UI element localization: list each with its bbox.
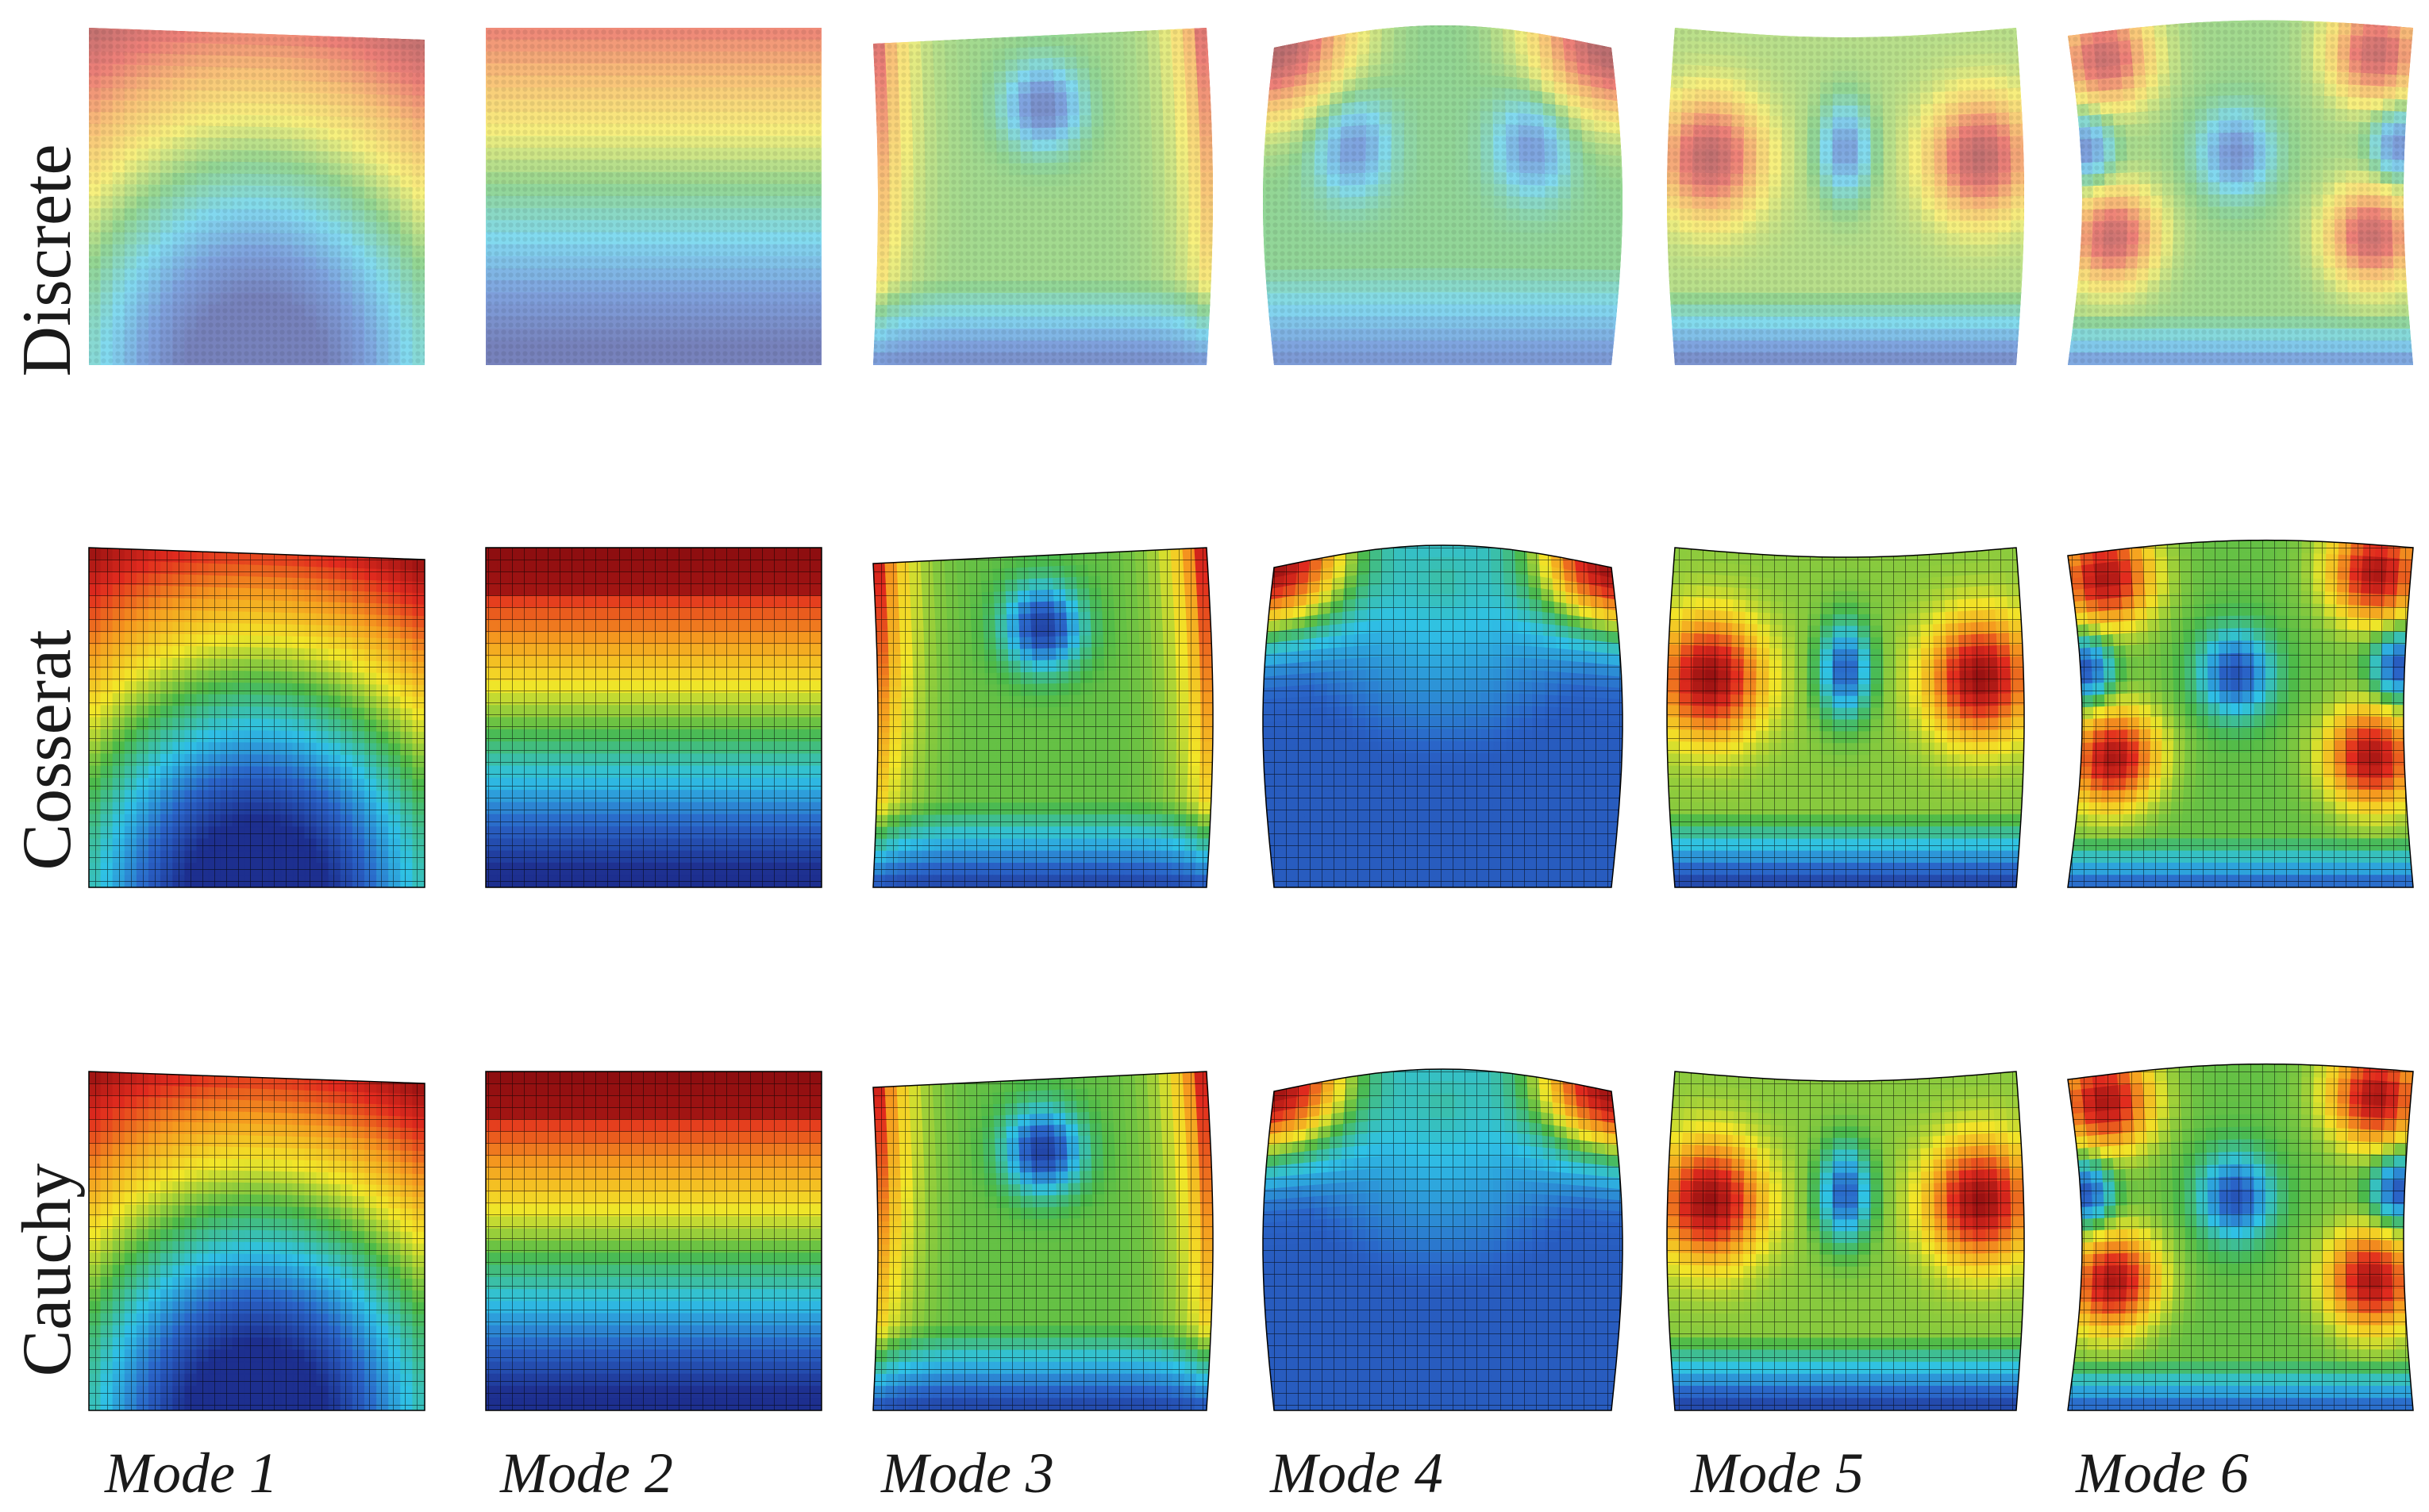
panel-discrete-mode1 (89, 28, 425, 365)
column-label-mode-1: Mode 1 (104, 1441, 278, 1505)
panel-cosserat-mode1 (88, 547, 425, 888)
panel-discrete-mode4 (1263, 25, 1623, 365)
panel-cauchy-mode5 (1666, 1071, 2025, 1411)
column-label-mode-2: Mode 2 (499, 1441, 673, 1505)
panel-discrete-mode5 (1667, 28, 2024, 365)
column-label-mode-6: Mode 6 (2075, 1441, 2249, 1505)
panel-cosserat-mode6 (2067, 539, 2414, 888)
panel-cauchy-mode3 (872, 1071, 1214, 1411)
row-label-cosserat: Cosserat (9, 629, 86, 870)
panel-cauchy-mode1 (88, 1071, 425, 1411)
panel-cosserat-mode3 (872, 547, 1214, 888)
panel-discrete-mode6 (2068, 20, 2413, 365)
panel-cauchy-mode2 (485, 1071, 822, 1411)
mode-shape-panels (88, 20, 2414, 1411)
panel-cauchy-mode6 (2067, 1063, 2414, 1411)
panel-discrete-mode3 (873, 28, 1213, 365)
panel-cosserat-mode2 (485, 547, 822, 888)
panel-discrete-mode2 (486, 28, 822, 365)
row-label-discrete: Discrete (9, 144, 86, 376)
column-label-mode-4: Mode 4 (1269, 1441, 1443, 1505)
column-label-mode-5: Mode 5 (1690, 1441, 1864, 1505)
panel-cauchy-mode4 (1262, 1068, 1623, 1411)
panel-cosserat-mode4 (1262, 544, 1623, 888)
panel-cosserat-mode5 (1666, 547, 2025, 888)
column-label-mode-3: Mode 3 (880, 1441, 1054, 1505)
row-label-cauchy: Cauchy (9, 1164, 86, 1377)
